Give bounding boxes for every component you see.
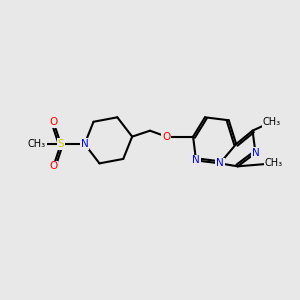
Text: CH₃: CH₃ xyxy=(28,139,46,149)
Text: N: N xyxy=(216,158,224,168)
Text: O: O xyxy=(49,161,58,171)
Text: CH₃: CH₃ xyxy=(263,117,281,127)
Text: S: S xyxy=(58,139,64,149)
Text: O: O xyxy=(49,117,58,127)
Text: N: N xyxy=(192,155,200,165)
Text: N: N xyxy=(81,139,88,149)
Text: CH₃: CH₃ xyxy=(264,158,282,168)
Text: N: N xyxy=(252,148,260,158)
Text: O: O xyxy=(162,132,170,142)
